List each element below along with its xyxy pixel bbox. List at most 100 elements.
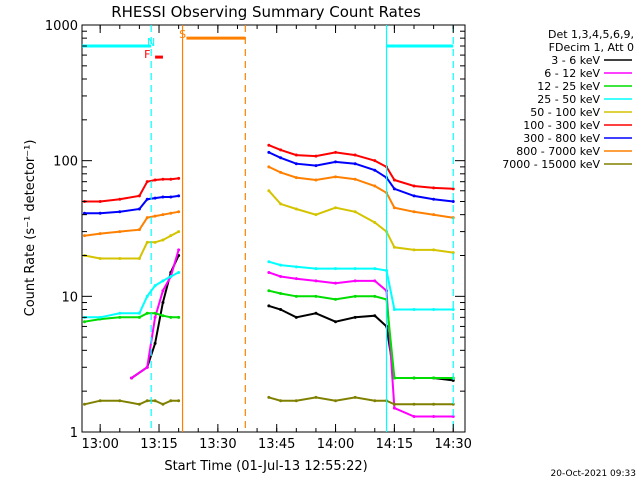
series-point — [432, 415, 436, 419]
series-point — [353, 294, 357, 298]
series-point — [137, 311, 141, 315]
y-tick-label: 1000 — [45, 19, 78, 34]
series-point — [153, 284, 157, 288]
series-line — [131, 249, 180, 379]
x-tick-label: 14:30 — [434, 437, 471, 452]
series-point — [432, 248, 436, 252]
series-point — [373, 267, 377, 271]
series-point — [294, 294, 298, 298]
series-point — [145, 197, 149, 201]
legend-entry-label: 25 - 50 keV — [537, 93, 600, 106]
series-point — [279, 291, 283, 295]
series-point — [169, 234, 173, 238]
series-point — [412, 248, 416, 252]
series-point — [353, 162, 357, 166]
series-point — [145, 240, 149, 244]
series-point — [161, 177, 165, 181]
series-point — [353, 267, 357, 271]
series-point — [267, 165, 271, 169]
series-line — [268, 271, 454, 418]
series-point — [392, 187, 396, 191]
series-point — [314, 395, 318, 399]
series-line — [268, 190, 454, 254]
series-point — [314, 294, 318, 298]
series-point — [373, 168, 377, 172]
legend-header: FDecim 1, Att 0 — [549, 41, 634, 54]
series-point — [392, 206, 396, 210]
series-point — [279, 156, 283, 160]
series-point — [145, 294, 149, 298]
series-point — [279, 263, 283, 267]
series-point — [353, 395, 357, 399]
series-point — [294, 207, 298, 211]
series-point — [177, 210, 181, 214]
series-point — [279, 170, 283, 174]
annotation-label: N — [147, 36, 155, 49]
series-point — [267, 289, 271, 293]
series-point — [153, 399, 157, 403]
series-point — [334, 297, 338, 301]
series-point — [451, 415, 455, 419]
series-point — [294, 277, 298, 281]
series-point — [294, 265, 298, 269]
series-point — [267, 304, 271, 308]
series-7 — [82, 165, 455, 238]
series-point — [392, 245, 396, 249]
series-point — [267, 189, 271, 193]
legend-entry-label: 300 - 800 keV — [523, 132, 600, 145]
series-point — [314, 178, 318, 182]
series-point — [334, 399, 338, 403]
series-point — [314, 279, 318, 283]
series-point — [353, 177, 357, 181]
plot-area — [81, 24, 466, 433]
series-point — [373, 159, 377, 163]
series-point — [267, 150, 271, 154]
interval-layer: NF S — [82, 25, 454, 432]
series-point — [279, 307, 283, 311]
series-point — [294, 315, 298, 319]
series-point — [432, 213, 436, 217]
legend-entry-label: 3 - 6 keV — [551, 54, 600, 67]
series-point — [353, 279, 357, 283]
legend-entry-label: 12 - 25 keV — [537, 80, 600, 93]
annotation-label: S — [179, 28, 186, 41]
series-point — [412, 210, 416, 214]
series-point — [392, 307, 396, 311]
series-point — [353, 153, 357, 157]
series-point — [98, 399, 102, 403]
series-line — [268, 396, 454, 406]
series-point — [267, 395, 271, 399]
series-point — [153, 214, 157, 218]
series-4 — [82, 189, 455, 261]
series-point — [161, 213, 165, 217]
series-point — [314, 311, 318, 315]
series-point — [145, 365, 149, 369]
series-point — [82, 234, 86, 238]
series-6 — [82, 150, 455, 215]
y-axis-label: Count Rate (s⁻¹ detector⁻¹) — [23, 140, 38, 317]
series-point — [373, 221, 377, 225]
series-point — [392, 402, 396, 406]
series-point — [177, 230, 181, 234]
series-point — [451, 251, 455, 255]
legend: Det 1,3,4,5,6,9,FDecim 1, Att 03 - 6 keV… — [502, 28, 634, 171]
series-point — [137, 315, 141, 319]
series-point — [98, 315, 102, 319]
series-point — [153, 196, 157, 200]
series-point — [314, 213, 318, 217]
legend-entry-label: 7000 - 15000 keV — [502, 158, 600, 171]
series-point — [392, 406, 396, 410]
series-point — [373, 399, 377, 403]
series-point — [451, 402, 455, 406]
legend-entry-label: 800 - 7000 keV — [516, 145, 600, 158]
x-tick-label: 13:45 — [258, 437, 295, 452]
series-point — [294, 153, 298, 157]
series-point — [334, 267, 338, 271]
series-point — [412, 376, 416, 380]
series-point — [314, 154, 318, 158]
y-tick-label: 10 — [61, 290, 78, 305]
series-point — [412, 402, 416, 406]
series-point — [334, 175, 338, 179]
series-5 — [82, 143, 455, 204]
x-tick-label: 14:00 — [317, 437, 354, 452]
